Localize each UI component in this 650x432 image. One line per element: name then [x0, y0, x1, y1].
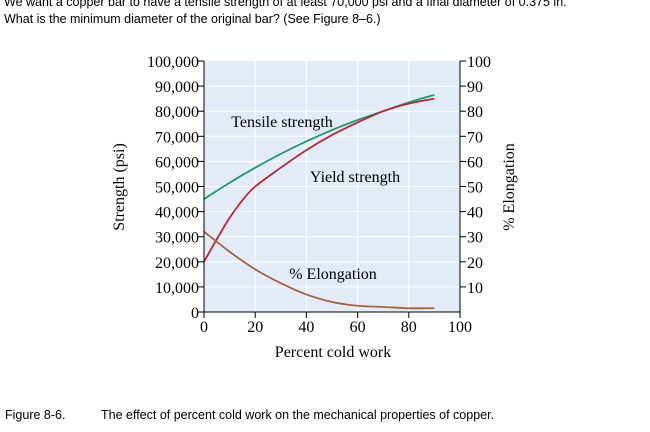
y2-tick-label: 70: [467, 129, 483, 146]
yield-strength-line: [203, 97, 435, 263]
figure-caption: The effect of percent cold work on the m…: [101, 408, 495, 422]
y-tick-label: 40,000: [155, 205, 199, 222]
y-tick-label: 0: [191, 305, 199, 322]
y-tick-label: 100,000: [147, 54, 199, 71]
chart: 0 10,000 20,000 30,000 40,000 50,000 60,000 70,…: [111, 54, 518, 361]
y-tick-label: 70,000: [155, 129, 199, 146]
grid: [204, 61, 460, 312]
x-tick-label: 40: [298, 319, 314, 336]
y2-axis-label: % Elongation: [501, 143, 518, 231]
question-line-1: We want a copper bar to have a tensile s…: [4, 0, 567, 9]
elongation-line: [203, 230, 435, 310]
figure-label: Figure 8-6.: [5, 408, 66, 422]
y2-tick-label: 30: [467, 230, 483, 247]
x-axis-label: Percent cold work: [275, 344, 391, 361]
y2-tick-label: 40: [467, 205, 483, 222]
y2-tick-label: 80: [467, 104, 483, 121]
y2-tick-label: 60: [467, 154, 483, 171]
question-line-2: What is the minimum diameter of the orig…: [4, 12, 381, 26]
y-tick-label: 90,000: [155, 79, 199, 96]
series-layer: [203, 94, 435, 310]
y-tick-label: 30,000: [155, 230, 199, 247]
y2-tick-label: 90: [467, 79, 483, 96]
y-axis-label: Strength (psi): [111, 143, 128, 231]
x-tick-label: 80: [401, 319, 417, 336]
legend-label-elongation: % Elongation: [289, 266, 377, 283]
y-tick-label: 60,000: [155, 154, 199, 171]
x-tick-label: 0: [200, 319, 208, 336]
y-tick-label: 80,000: [155, 104, 199, 121]
y2-tick-label: 10: [467, 280, 483, 297]
axes: 0 10,000 20,000 30,000 40,000 50,000 60,000 70,…: [147, 54, 491, 336]
y-tick-label: 50,000: [155, 180, 199, 197]
y-tick-label: 20,000: [155, 255, 199, 272]
y2-tick-label: 50: [467, 180, 483, 197]
x-tick-label: 100: [448, 319, 472, 336]
y2-tick-label: 20: [467, 255, 483, 272]
question-text: We want a copper bar to have a tensile s…: [4, 0, 567, 28]
x-tick-label: 20: [247, 319, 263, 336]
y-tick-label: 10,000: [155, 280, 199, 297]
legend-label-tensile: Tensile strength: [231, 114, 333, 131]
legend-label-yield: Yield strength: [310, 169, 400, 186]
y2-tick-label: 100: [467, 54, 491, 71]
x-tick-label: 60: [350, 319, 366, 336]
